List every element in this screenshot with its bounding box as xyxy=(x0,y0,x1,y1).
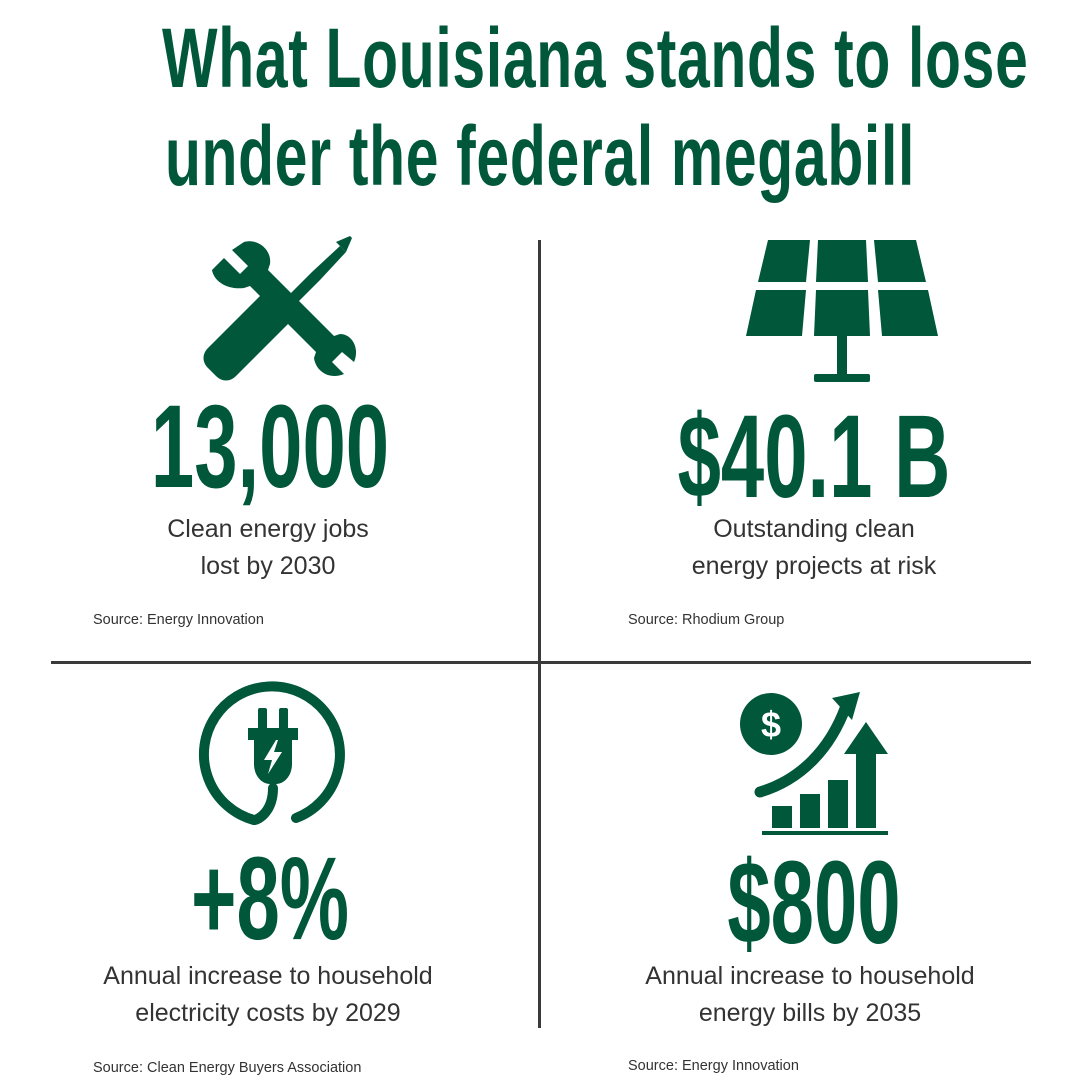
stat-desc-line-2: lost by 2030 xyxy=(200,552,336,580)
stat-desc-line-2: energy bills by 2035 xyxy=(698,999,922,1027)
stat-desc-projects: Outstanding clean energy projects at ris… xyxy=(544,511,1080,585)
stat-source-bills: Source: Energy Innovation xyxy=(628,1058,799,1074)
horizontal-divider xyxy=(51,661,1031,664)
vertical-divider xyxy=(538,240,541,1028)
page-title-line-1: What Louisiana stands to lose xyxy=(162,11,1029,105)
page-title-line-2: under the federal megabill xyxy=(164,109,916,203)
electric-plug-icon xyxy=(198,681,345,825)
stat-source-projects: Source: Rhodium Group xyxy=(628,612,785,628)
stat-desc-line-1: Outstanding clean xyxy=(713,515,915,543)
stat-desc-line-1: Annual increase to household xyxy=(645,962,975,990)
stat-desc-line-2: energy projects at risk xyxy=(691,552,937,580)
rising-cost-chart-icon: $ xyxy=(740,692,888,835)
stat-value-projects: $40.1 B xyxy=(677,391,951,523)
stat-source-electricity: Source: Clean Energy Buyers Association xyxy=(93,1060,362,1076)
wrench-screwdriver-icon xyxy=(203,236,356,381)
stat-desc-jobs: Clean energy jobs lost by 2030 xyxy=(0,511,536,585)
stat-value-electricity: +8% xyxy=(190,833,350,965)
stat-desc-bills: Annual increase to household energy bill… xyxy=(540,958,1080,1032)
stat-desc-line-2: electricity costs by 2029 xyxy=(135,999,401,1027)
stat-source-jobs: Source: Energy Innovation xyxy=(93,612,264,628)
stat-desc-electricity: Annual increase to household electricity… xyxy=(0,958,536,1032)
stat-value-bills: $800 xyxy=(727,837,901,969)
svg-text:$: $ xyxy=(761,704,781,745)
stat-value-jobs: 13,000 xyxy=(150,381,390,513)
stat-desc-line-1: Annual increase to household xyxy=(103,962,433,990)
solar-panel-icon xyxy=(746,240,938,382)
stat-desc-line-1: Clean energy jobs xyxy=(167,515,369,543)
